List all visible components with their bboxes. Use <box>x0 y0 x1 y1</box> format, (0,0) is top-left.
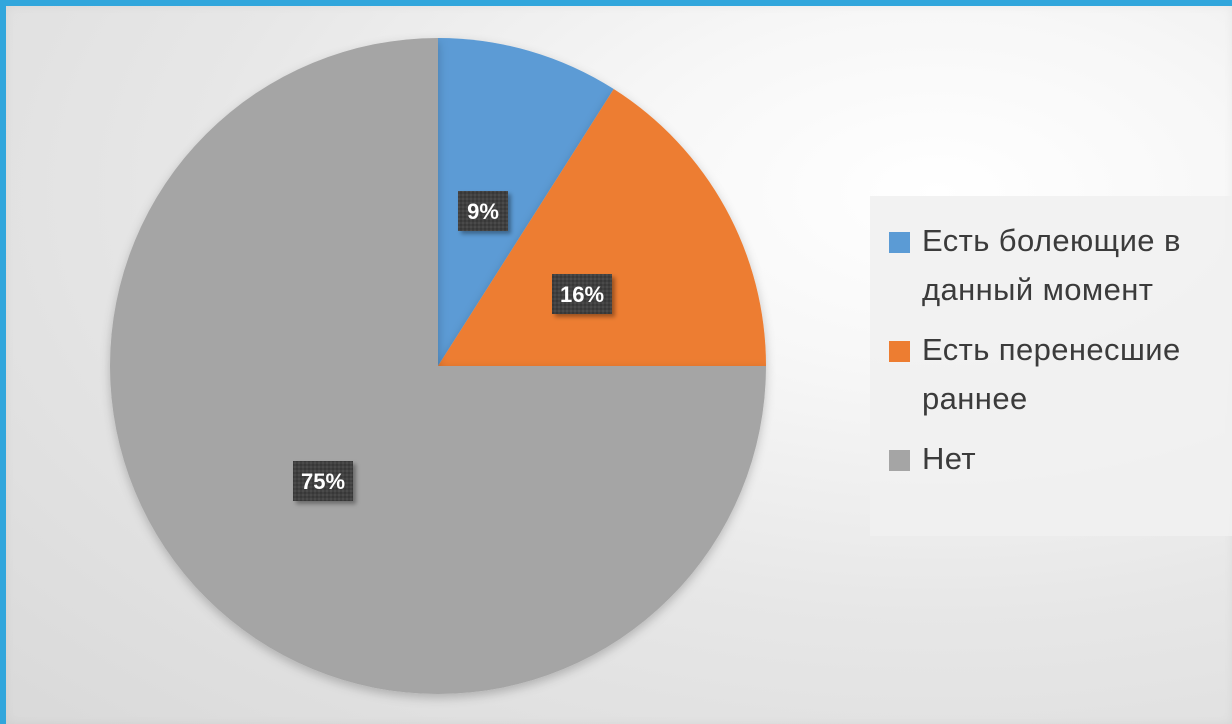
data-label-box <box>293 461 353 501</box>
pie-data-labels: 9% 16% 75% <box>293 191 612 501</box>
chart-frame: 9% 16% 75% Есть болеющие в данный момент Е… <box>6 6 1232 724</box>
legend-item: Есть болеющие в данный момент <box>870 216 1232 314</box>
legend-label: Нет <box>922 441 976 476</box>
legend-label: Есть перенесшие раннее <box>922 332 1181 416</box>
data-label-box <box>458 191 508 231</box>
data-label: 75% <box>293 461 353 501</box>
pie-chart: 9% 16% 75% <box>110 38 766 694</box>
data-label-text: 9% <box>467 199 499 224</box>
legend-swatch <box>889 450 910 471</box>
legend-item: Есть перенесшие раннее <box>870 325 1232 423</box>
legend-swatch <box>889 232 910 253</box>
legend-label: Есть болеющие в данный момент <box>922 223 1181 307</box>
pie-slice <box>438 89 766 367</box>
data-label: 16% <box>552 274 612 314</box>
data-label: 9% <box>458 191 508 231</box>
legend-swatch <box>889 341 910 362</box>
data-label-box <box>552 274 612 314</box>
legend-item: Нет <box>870 434 1232 484</box>
data-label-text: 16% <box>560 282 604 307</box>
pie-slice <box>110 38 766 694</box>
pie-slices <box>110 38 766 694</box>
data-label-text: 75% <box>301 469 345 494</box>
pie-slice <box>438 38 614 366</box>
chart-legend: Есть болеющие в данный момент Есть перен… <box>870 196 1232 536</box>
